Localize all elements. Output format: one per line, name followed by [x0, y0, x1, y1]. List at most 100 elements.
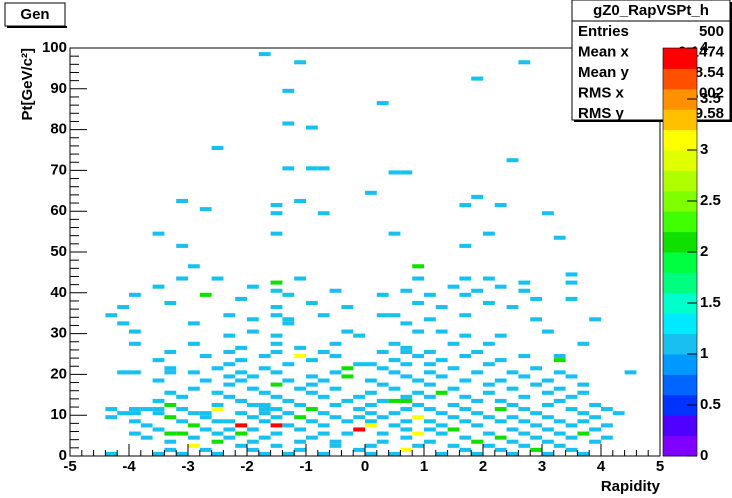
palette-band	[663, 150, 697, 171]
cell	[188, 411, 200, 416]
cell	[601, 407, 613, 412]
cell	[317, 211, 330, 216]
cell	[483, 443, 495, 448]
cell	[353, 427, 365, 432]
cell	[294, 439, 306, 444]
cell	[247, 447, 259, 452]
cell	[270, 415, 283, 420]
cell	[376, 101, 389, 106]
cell	[589, 402, 601, 408]
cell	[459, 292, 472, 297]
palette-band	[663, 109, 697, 131]
cell	[565, 447, 578, 452]
cell	[105, 451, 118, 456]
cell	[424, 427, 436, 432]
cell	[435, 423, 448, 428]
cell	[199, 447, 212, 452]
cell	[341, 398, 354, 403]
cell	[400, 374, 413, 379]
cell	[412, 300, 424, 306]
cell	[506, 402, 519, 408]
cell	[506, 158, 519, 163]
cell	[341, 419, 354, 424]
cell	[577, 431, 590, 436]
cell	[223, 382, 236, 387]
pad-label: Gen	[20, 6, 49, 23]
cell	[223, 333, 236, 338]
cell	[530, 435, 542, 440]
cell	[376, 398, 389, 403]
cell	[553, 398, 566, 403]
cell	[435, 358, 448, 363]
y-tick-label: 80	[50, 121, 67, 138]
cell	[388, 313, 401, 318]
stats-label: Entries	[578, 23, 629, 40]
cell	[235, 423, 247, 428]
z-tick-label: 3	[700, 141, 708, 158]
stats-value: 500	[699, 23, 724, 40]
pad-label-shadow	[7, 26, 67, 28]
cell	[530, 317, 542, 322]
cell	[518, 431, 531, 436]
cell	[258, 411, 271, 416]
cell	[176, 451, 188, 456]
cell	[400, 288, 413, 293]
cell	[164, 402, 177, 408]
cell	[601, 423, 613, 428]
cell	[247, 284, 259, 289]
cell	[317, 313, 330, 318]
x-axis-title: Rapidity	[601, 478, 661, 495]
cell	[424, 407, 436, 412]
cell	[577, 341, 590, 346]
cell	[400, 362, 413, 367]
cell	[518, 280, 531, 285]
cell	[471, 349, 483, 354]
cell	[282, 411, 295, 416]
cell	[258, 407, 271, 412]
y-tick-label: 100	[42, 39, 67, 56]
cell	[459, 276, 472, 281]
cell	[329, 415, 342, 420]
cell	[530, 366, 542, 371]
cell	[306, 300, 318, 306]
cell	[294, 276, 306, 281]
cell	[553, 370, 566, 375]
cell	[176, 431, 188, 436]
cell	[258, 419, 271, 424]
cell	[577, 390, 590, 395]
cell	[164, 415, 177, 420]
cell	[270, 394, 283, 399]
cell	[188, 423, 200, 428]
cell	[542, 427, 554, 432]
cell	[400, 447, 413, 452]
cell	[353, 447, 365, 452]
cell	[494, 203, 507, 208]
cell	[223, 374, 236, 379]
cell	[365, 362, 377, 367]
z-tick-label: 0.5	[700, 396, 721, 413]
cell	[483, 300, 495, 306]
cell	[553, 235, 566, 240]
cell	[506, 386, 519, 391]
cell	[459, 394, 472, 399]
cell	[247, 374, 259, 379]
cell	[494, 398, 507, 403]
cell	[365, 451, 377, 456]
cell	[365, 443, 377, 448]
palette-band	[663, 435, 697, 457]
cell	[412, 264, 424, 269]
cell	[424, 419, 436, 424]
cell	[483, 231, 495, 236]
cell	[341, 431, 354, 436]
cell	[459, 378, 472, 383]
cell	[235, 345, 247, 350]
cell	[400, 407, 413, 412]
cell	[530, 382, 542, 387]
cell	[164, 366, 177, 371]
cell	[152, 398, 165, 403]
cell	[164, 439, 177, 444]
cell	[270, 305, 283, 310]
y-tick-label: 90	[50, 80, 67, 97]
cell	[329, 370, 342, 375]
